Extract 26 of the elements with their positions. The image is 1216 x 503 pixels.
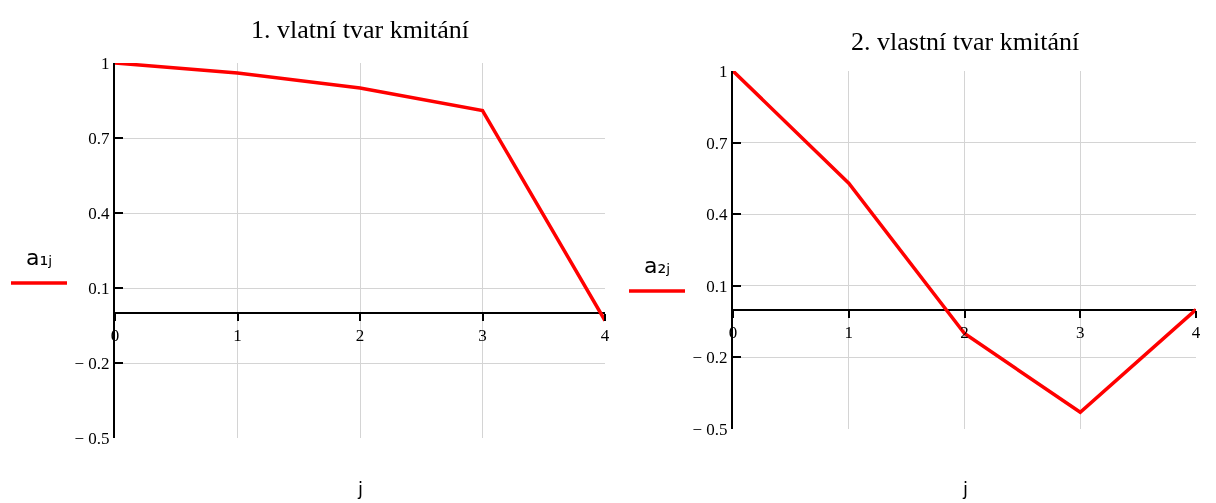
y-tick-label: − 0.2 [74,353,110,373]
chart-title: 2. vlastní tvar kmitání [851,27,1080,56]
x-tick-label: 4 [1191,323,1201,343]
chart-title: 1. vlatní tvar kmitání [251,15,470,44]
x-tick-label: 3 [478,326,487,346]
x-tick-label: 1 [233,326,242,346]
y-tick-label: 1 [101,53,110,73]
y-tick-label: 0.4 [706,205,729,225]
x-tick-label: 2 [355,326,365,346]
y-tick-label: − 0.5 [74,428,110,448]
y-tick-label: 0.1 [706,276,728,296]
y-axis-title: a₁ⱼ [26,245,53,270]
y-tick-label: 1 [719,61,728,81]
x-tick-label: 3 [1076,323,1085,343]
y-tick-label: 0.7 [88,128,111,148]
y-tick-label: 0.4 [88,203,111,223]
x-tick-label: 1 [844,323,853,343]
y-axis-title: a₂ⱼ [644,253,671,278]
x-axis-title: j [962,478,969,499]
x-tick-label: 4 [600,326,610,346]
y-tick-label: − 0.2 [692,348,728,368]
y-tick-label: 0.7 [706,133,729,153]
y-tick-label: 0.1 [88,278,110,298]
y-tick-label: − 0.5 [692,419,728,439]
line-series [115,63,605,323]
x-axis-title: j [357,478,364,499]
